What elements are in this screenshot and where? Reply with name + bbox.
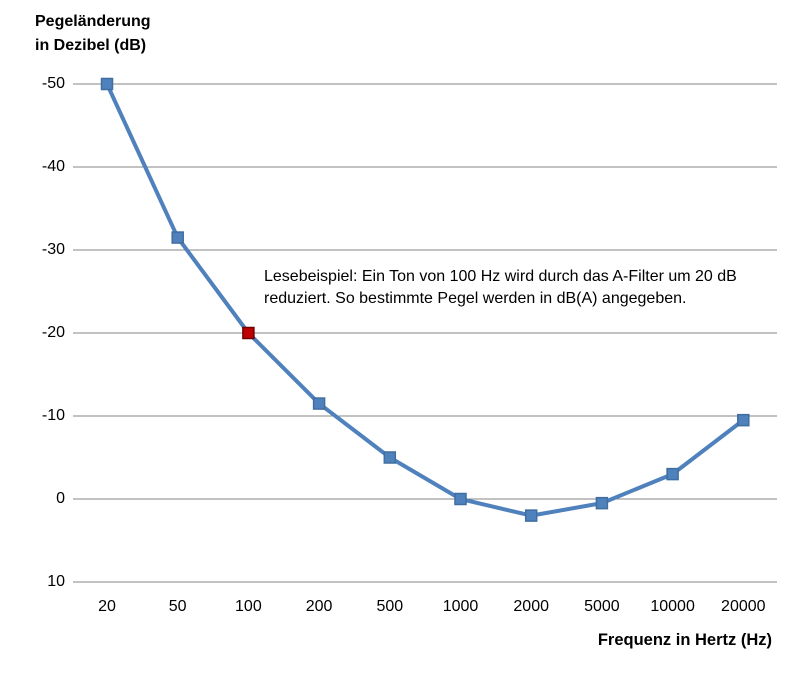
y-tick-label: -40 [41,158,65,175]
x-tick-label: 1000 [442,598,479,615]
data-point-marker [100,77,114,91]
x-tick-label: 50 [168,598,187,615]
annotation-line2: reduziert. So bestimmte Pegel werden in … [264,290,687,307]
y-tick-label: 10 [47,573,65,590]
x-tick-label: 100 [235,598,262,615]
data-point-marker [454,492,467,506]
data-point-marker [666,467,679,481]
data-point-marker [171,231,184,244]
y-axis-title-line1: Pegeländerung [35,13,151,30]
x-tick-label: 20000 [721,598,766,615]
x-tick-label: 20 [98,598,116,615]
x-tick-label: 5000 [584,598,620,615]
highlighted-data-point-100hz [242,326,255,340]
data-point-marker [595,496,609,510]
annotation-line1: Lesebeispiel: Ein Ton von 100 Hz wird du… [264,268,737,285]
x-axis-title: Frequenz in Hertz (Hz) [597,631,772,649]
y-axis-title-line2: in Dezibel (dB) [35,37,147,54]
data-point-marker [737,413,750,427]
x-tick-label: 200 [305,598,333,615]
x-tick-label: 2000 [513,598,549,615]
y-tick-label: -30 [41,241,65,258]
y-tick-label: -50 [41,75,65,92]
y-tick-label: 0 [56,490,65,507]
annotation-text: Lesebeispiel: Ein Ton von 100 Hz wird du… [264,266,737,310]
data-line [105,82,746,518]
x-tick-label: 500 [376,598,404,615]
data-point-marker [524,509,538,522]
y-tick-label: -20 [41,324,65,341]
y-tick-label: -10 [41,407,65,424]
data-point-marker [312,397,326,410]
x-tick-label: 10000 [650,598,695,615]
y-axis-title: Pegeländerung in Dezibel (dB) [35,10,151,58]
data-point-marker [383,451,397,464]
